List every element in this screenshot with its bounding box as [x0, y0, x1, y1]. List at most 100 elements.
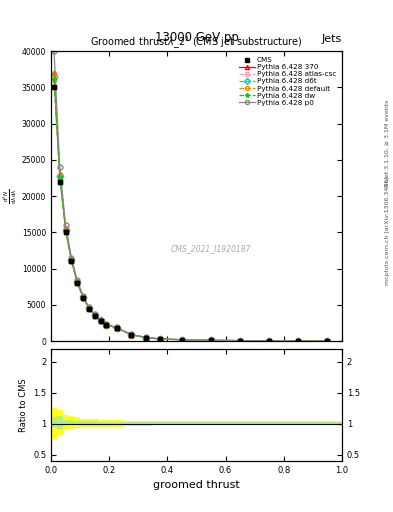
Pythia 6.428 p0 — [63, 222, 68, 228]
Pythia 6.428 default — [267, 338, 272, 344]
Pythia 6.428 d6t — [92, 312, 97, 318]
Pythia 6.428 dw — [209, 337, 213, 344]
Pythia 6.428 atlas-csc — [143, 334, 148, 340]
Pythia 6.428 370 — [75, 279, 80, 285]
CMS — [143, 334, 148, 340]
CMS — [63, 229, 68, 236]
Pythia 6.428 p0 — [158, 336, 163, 342]
CMS — [296, 338, 301, 344]
Line: CMS: CMS — [51, 85, 330, 344]
Pythia 6.428 370 — [209, 337, 213, 344]
Pythia 6.428 p0 — [57, 164, 62, 170]
CMS — [180, 337, 184, 343]
Pythia 6.428 default — [92, 312, 97, 318]
Pythia 6.428 default — [143, 334, 148, 340]
Text: Jets: Jets — [321, 33, 342, 44]
Pythia 6.428 atlas-csc — [114, 325, 119, 331]
Pythia 6.428 d6t — [51, 74, 56, 80]
Pythia 6.428 dw — [267, 338, 272, 344]
Pythia 6.428 atlas-csc — [86, 305, 91, 311]
Y-axis label: Ratio to CMS: Ratio to CMS — [18, 378, 28, 432]
Pythia 6.428 default — [86, 305, 91, 311]
Pythia 6.428 370 — [114, 325, 119, 331]
Legend: CMS, Pythia 6.428 370, Pythia 6.428 atlas-csc, Pythia 6.428 d6t, Pythia 6.428 de: CMS, Pythia 6.428 370, Pythia 6.428 atla… — [237, 55, 338, 108]
Pythia 6.428 default — [238, 337, 242, 344]
Pythia 6.428 dw — [238, 337, 242, 344]
Pythia 6.428 atlas-csc — [57, 175, 62, 181]
Pythia 6.428 default — [51, 71, 56, 77]
Pythia 6.428 p0 — [104, 321, 109, 327]
Pythia 6.428 370 — [63, 226, 68, 232]
Text: CMS_2021_I1920187: CMS_2021_I1920187 — [171, 244, 251, 253]
Pythia 6.428 370 — [98, 317, 103, 323]
Pythia 6.428 atlas-csc — [104, 322, 109, 328]
Pythia 6.428 dw — [51, 76, 56, 82]
Pythia 6.428 dw — [81, 294, 85, 301]
Pythia 6.428 dw — [158, 336, 163, 342]
Text: mcplots.cern.ch [arXiv:1306.3436]: mcplots.cern.ch [arXiv:1306.3436] — [385, 176, 389, 285]
Pythia 6.428 p0 — [51, 48, 56, 54]
Pythia 6.428 default — [325, 338, 330, 344]
Text: 13000 GeV pp: 13000 GeV pp — [154, 31, 239, 44]
Pythia 6.428 p0 — [92, 311, 97, 317]
Pythia 6.428 370 — [158, 336, 163, 342]
Pythia 6.428 370 — [238, 337, 242, 344]
Pythia 6.428 atlas-csc — [180, 337, 184, 343]
Pythia 6.428 atlas-csc — [238, 337, 242, 344]
Pythia 6.428 dw — [57, 174, 62, 180]
CMS — [209, 337, 213, 344]
X-axis label: groomed thrust: groomed thrust — [153, 480, 240, 490]
Text: Rivet 3.1.10, ≥ 3.1M events: Rivet 3.1.10, ≥ 3.1M events — [385, 100, 389, 187]
Pythia 6.428 p0 — [75, 277, 80, 283]
Pythia 6.428 default — [63, 226, 68, 232]
Pythia 6.428 dw — [63, 227, 68, 233]
Pythia 6.428 default — [180, 337, 184, 343]
Pythia 6.428 p0 — [296, 338, 301, 344]
Pythia 6.428 d6t — [143, 334, 148, 340]
Pythia 6.428 370 — [69, 257, 74, 263]
Pythia 6.428 atlas-csc — [296, 338, 301, 344]
Pythia 6.428 d6t — [69, 258, 74, 264]
Pythia 6.428 atlas-csc — [158, 336, 163, 342]
Pythia 6.428 dw — [75, 279, 80, 285]
Pythia 6.428 atlas-csc — [63, 228, 68, 234]
Line: Pythia 6.428 370: Pythia 6.428 370 — [51, 71, 330, 344]
Pythia 6.428 default — [81, 294, 85, 300]
CMS — [325, 338, 330, 344]
CMS — [57, 179, 62, 185]
Pythia 6.428 atlas-csc — [325, 338, 330, 344]
Pythia 6.428 default — [57, 172, 62, 178]
CMS — [129, 332, 134, 338]
Pythia 6.428 atlas-csc — [267, 338, 272, 344]
Pythia 6.428 default — [209, 337, 213, 344]
Pythia 6.428 p0 — [180, 336, 184, 343]
Line: Pythia 6.428 p0: Pythia 6.428 p0 — [51, 49, 330, 344]
Pythia 6.428 d6t — [325, 338, 330, 344]
Pythia 6.428 p0 — [129, 331, 134, 337]
CMS — [98, 318, 103, 324]
CMS — [267, 338, 272, 344]
Pythia 6.428 p0 — [98, 317, 103, 323]
Pythia 6.428 d6t — [158, 336, 163, 342]
CMS — [69, 259, 74, 265]
CMS — [86, 306, 91, 312]
Pythia 6.428 d6t — [104, 322, 109, 328]
Pythia 6.428 p0 — [325, 338, 330, 344]
Pythia 6.428 atlas-csc — [129, 332, 134, 338]
Pythia 6.428 p0 — [238, 337, 242, 344]
Pythia 6.428 dw — [86, 305, 91, 311]
Pythia 6.428 dw — [92, 312, 97, 318]
Pythia 6.428 370 — [92, 312, 97, 318]
Pythia 6.428 dw — [98, 317, 103, 324]
Pythia 6.428 atlas-csc — [75, 280, 80, 286]
Y-axis label: $\frac{1}{\mathrm{d}N}$
$\frac{\mathrm{d}^2N}{\mathrm{d}\lambda\,\mathrm{d}\lamb: $\frac{1}{\mathrm{d}N}$ $\frac{\mathrm{d… — [0, 188, 19, 204]
Pythia 6.428 default — [296, 338, 301, 344]
Pythia 6.428 dw — [325, 338, 330, 344]
Pythia 6.428 d6t — [209, 337, 213, 344]
Pythia 6.428 d6t — [296, 338, 301, 344]
Pythia 6.428 dw — [104, 322, 109, 328]
Pythia 6.428 d6t — [98, 317, 103, 324]
Pythia 6.428 d6t — [129, 331, 134, 337]
Pythia 6.428 d6t — [63, 226, 68, 232]
Pythia 6.428 370 — [51, 70, 56, 76]
